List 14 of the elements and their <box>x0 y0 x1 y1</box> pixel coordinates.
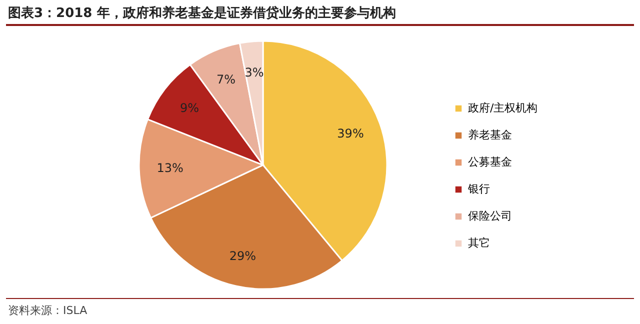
data-label: 13% <box>156 160 184 175</box>
legend-label: 保险公司 <box>468 210 512 222</box>
data-label: 7% <box>216 72 236 87</box>
legend-label: 银行 <box>467 182 490 196</box>
data-label: 9% <box>180 101 200 115</box>
legend-label: 养老基金 <box>468 128 512 142</box>
data-label: 3% <box>244 65 264 80</box>
chart-title: 图表3：2018 年，政府和养老基金是证券借贷业务的主要参与机构 <box>8 4 396 22</box>
legend-label: 其它 <box>468 236 490 250</box>
legend-label: 政府/主权机构 <box>468 102 538 114</box>
data-label: 29% <box>229 248 256 263</box>
data-label: 39% <box>337 126 364 140</box>
text: 资料来源：ISLA <box>8 303 88 318</box>
legend-label: 公募基金 <box>468 156 512 168</box>
